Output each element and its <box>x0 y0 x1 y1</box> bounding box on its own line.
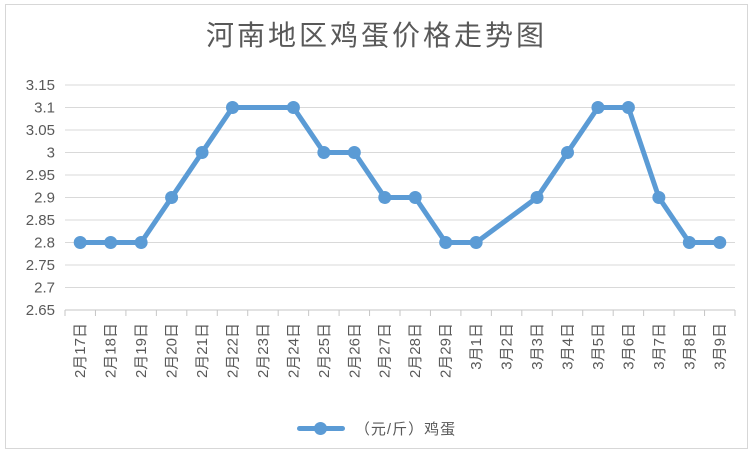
data-point <box>439 236 453 249</box>
y-axis-tick-label: 3.15 <box>26 77 55 94</box>
x-axis-tick-label: 3月5日 <box>590 323 607 370</box>
chart-frame: 河南地区鸡蛋价格走势图 3.15 3.1 3.05 3 2.95 2.9 2.85 2.8 2.… <box>5 4 748 449</box>
data-point <box>195 146 209 159</box>
x-axis-tick-label: 3月1日 <box>468 323 485 370</box>
x-axis-tick-label: 2月20日 <box>164 323 181 378</box>
data-point <box>713 236 727 249</box>
x-axis-tick-label: 2月29日 <box>438 323 455 378</box>
y-axis-tick-label: 2.75 <box>26 257 55 274</box>
data-point <box>317 146 331 159</box>
data-point <box>621 101 635 114</box>
x-axis-tick-label: 3月9日 <box>712 323 729 370</box>
x-axis-tick-label: 3月6日 <box>620 323 637 370</box>
y-axis-tick-label: 2.85 <box>26 212 55 229</box>
data-point <box>682 236 696 249</box>
y-axis-tick-label: 3 <box>47 144 55 161</box>
x-axis-tick-label: 2月23日 <box>255 323 272 378</box>
x-axis-tick-label: 3月2日 <box>499 323 516 370</box>
legend[interactable]: （元/斤）鸡蛋 <box>6 412 747 444</box>
y-axis-tick-label: 3.1 <box>34 99 55 116</box>
y-axis-tick-label: 2.9 <box>34 189 55 206</box>
x-axis-tick-label: 2月17日 <box>72 323 89 378</box>
data-point <box>286 101 300 114</box>
x-axis-tick-label: 2月24日 <box>285 323 302 378</box>
legend-line-marker-swatch <box>296 421 345 435</box>
x-axis-tick-label: 2月28日 <box>407 323 424 378</box>
x-axis-tick-label: 3月3日 <box>529 323 546 370</box>
data-point <box>165 191 179 204</box>
line-chart-plot-area: 3.15 3.1 3.05 3 2.95 2.9 2.85 2.8 2.75 2.7 2.65 2月1… <box>26 77 736 378</box>
x-axis-tick-label: 3月7日 <box>651 323 668 370</box>
data-point <box>378 191 392 204</box>
y-axis-tick-label: 2.8 <box>34 234 55 251</box>
y-axis-tick-label: 2.95 <box>26 167 55 184</box>
x-axis-tick-label: 2月21日 <box>194 323 211 378</box>
x-axis-tick-label: 2月18日 <box>103 323 120 378</box>
y-axis-tick-label: 2.65 <box>26 302 55 319</box>
x-axis-tick-label: 2月27日 <box>377 323 394 378</box>
data-point <box>530 191 544 204</box>
data-point <box>104 236 118 249</box>
y-axis-tick-label: 2.7 <box>34 279 55 296</box>
data-point <box>561 146 574 159</box>
x-axis-tick-label: 3月4日 <box>559 323 576 370</box>
x-axis-tick-label: 2月19日 <box>133 323 150 378</box>
x-axis-tick-label: 2月26日 <box>346 323 363 378</box>
data-point <box>408 191 422 204</box>
y-axis-tick-label: 3.05 <box>26 122 55 139</box>
data-point <box>226 101 239 114</box>
data-point <box>134 236 148 249</box>
data-point <box>591 101 605 114</box>
data-point <box>652 191 666 204</box>
x-axis-tick-label: 3月8日 <box>681 323 698 370</box>
legend-series-label: （元/斤）鸡蛋 <box>354 420 457 438</box>
data-point <box>347 146 361 159</box>
x-axis-tick-label: 2月22日 <box>224 323 241 378</box>
data-point <box>73 236 87 249</box>
chart-title: 河南地区鸡蛋价格走势图 <box>205 21 547 52</box>
data-point <box>469 236 483 249</box>
x-axis-tick-label: 2月25日 <box>316 323 333 378</box>
legend-dot-icon <box>314 421 328 435</box>
